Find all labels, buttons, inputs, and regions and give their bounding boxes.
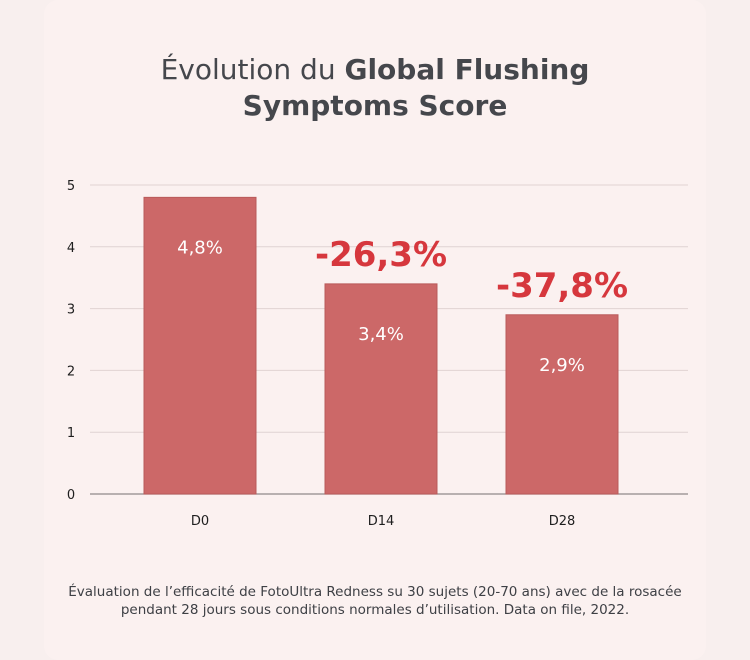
- chart-caption: Évaluation de l’efficacité de FotoUltra …: [40, 583, 710, 619]
- change-annotation: -26,3%: [315, 235, 447, 275]
- caption-line2: pendant 28 jours sous conditions normale…: [120, 602, 630, 618]
- caption-line1: Évaluation de l’efficacité de FotoUltra …: [68, 584, 682, 600]
- x-tick-label: D28: [549, 514, 576, 529]
- y-tick-label: 0: [67, 488, 75, 503]
- y-tick-label: 5: [67, 179, 75, 194]
- bar-d0: [143, 196, 257, 495]
- title-bold-line2: Symptoms Score: [242, 89, 508, 122]
- bar-d28: [505, 314, 619, 495]
- y-tick-label: 4: [67, 241, 75, 256]
- title-bold-line1: Global Flushing: [344, 53, 590, 86]
- bar-value-label: 4,8%: [177, 237, 223, 258]
- y-tick-label: 1: [67, 426, 75, 441]
- y-tick-label: 2: [67, 364, 75, 379]
- change-annotation: -37,8%: [496, 266, 628, 306]
- chart-title: Évolution du Global Flushing Symptoms Sc…: [0, 52, 750, 124]
- bar-value-label: 2,9%: [539, 355, 585, 376]
- y-tick-label: 3: [67, 303, 75, 318]
- title-prefix: Évolution du: [160, 53, 345, 86]
- x-tick-label: D14: [368, 514, 395, 529]
- bar-value-label: 3,4%: [358, 324, 404, 345]
- x-tick-label: D0: [191, 514, 209, 529]
- bar-d14: [324, 283, 438, 495]
